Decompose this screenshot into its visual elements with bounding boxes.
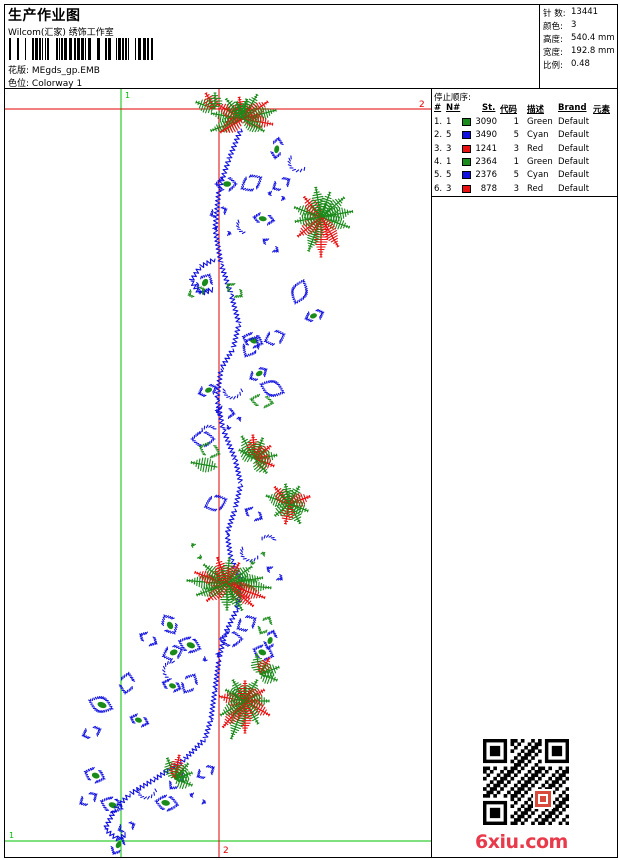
stop-sequence-row: 3. 3 1241 3 Red Default bbox=[432, 144, 617, 156]
embroidery-preview: 1 1 2 2 bbox=[5, 89, 431, 857]
page-title: 生产作业图 bbox=[8, 8, 81, 24]
row-index: 3. bbox=[434, 143, 443, 154]
row-needle: 3 bbox=[446, 143, 452, 154]
color-swatch-icon bbox=[462, 157, 471, 166]
colorway-label: 色位: bbox=[8, 79, 30, 89]
color-swatch-icon bbox=[462, 118, 471, 126]
stop-sequence-row: 5. 5 2376 5 Cyan Default bbox=[432, 170, 617, 182]
qr-code-icon bbox=[483, 739, 569, 825]
stop-sequence-row: 4. 1 2364 1 Green Default bbox=[432, 157, 617, 169]
row-code: 3 bbox=[513, 143, 519, 154]
row-index: 4. bbox=[434, 156, 443, 167]
row-code: 5 bbox=[513, 130, 519, 141]
colorway: 色位: Colorway 1 bbox=[8, 76, 82, 89]
stop-sequence-panel: 停止顺序: # N# St. 代码 描述 Brand 元素 1. 1 3090 1 Gr… bbox=[432, 89, 617, 197]
row-index: 2. bbox=[434, 130, 443, 141]
guide-label-green-top: 1 bbox=[125, 91, 130, 100]
row-stitches: 2376 bbox=[475, 170, 497, 181]
row-needle: 5 bbox=[446, 170, 452, 181]
stat-width: 宽度: 192.8 mm bbox=[543, 46, 615, 58]
row-brand: Default bbox=[558, 143, 590, 154]
col-brand: Brand bbox=[558, 103, 587, 113]
row-description: Red bbox=[527, 183, 544, 194]
design-stats: 针 数: 13441 颜色: 3 高度: 540.4 mm 宽度: 192.8 mm 比… bbox=[540, 5, 617, 89]
stop-sequence-title: 停止顺序: bbox=[434, 93, 471, 103]
row-description: Red bbox=[527, 143, 544, 154]
row-index: 5. bbox=[434, 170, 443, 181]
stop-sequence-row: 2. 5 3490 5 Cyan Default bbox=[432, 130, 617, 142]
stat-stitches: 针 数: 13441 bbox=[543, 7, 599, 19]
guide-label-red-bottom: 2 bbox=[223, 846, 229, 856]
col-stitches: St. bbox=[482, 103, 496, 113]
row-brand: Default bbox=[558, 156, 590, 167]
row-description: Cyan bbox=[527, 130, 549, 141]
row-index: 1. bbox=[434, 117, 443, 127]
embroidery-design-area: 1 1 2 2 bbox=[5, 89, 432, 857]
row-code: 5 bbox=[513, 170, 519, 181]
barcode-icon bbox=[9, 38, 153, 60]
stop-sequence-header: # N# St. 代码 描述 Brand 元素 bbox=[432, 103, 617, 115]
col-element: 元素 bbox=[593, 105, 611, 115]
stop-sequence-row: 1. 1 3090 1 Green Default bbox=[432, 117, 617, 129]
guide-label-green-left: 1 bbox=[9, 831, 14, 840]
pattern-name: 花版: MEgds_gp.EMB bbox=[8, 63, 100, 76]
row-stitches: 1241 bbox=[475, 143, 497, 154]
row-needle: 3 bbox=[446, 183, 452, 194]
row-index: 6. bbox=[434, 183, 443, 194]
guide-label-red-right: 2 bbox=[419, 100, 425, 110]
row-brand: Default bbox=[558, 117, 590, 127]
stat-scale: 比例: 0.48 bbox=[543, 59, 590, 71]
col-code: 代码 bbox=[500, 105, 518, 115]
row-stitches: 3090 bbox=[475, 117, 497, 127]
pattern-value: MEgds_gp.EMB bbox=[31, 66, 100, 76]
color-swatch-icon bbox=[462, 131, 471, 140]
row-description: Green bbox=[527, 156, 553, 167]
row-description: Cyan bbox=[527, 170, 549, 181]
stop-sequence-row: 6. 3 878 3 Red Default bbox=[432, 184, 617, 196]
row-description: Green bbox=[527, 117, 553, 127]
stat-colors: 颜色: 3 bbox=[543, 20, 577, 32]
company-name: Wilcom(汇家) 绣饰工作室 bbox=[8, 28, 114, 38]
row-stitches: 878 bbox=[480, 183, 497, 194]
col-index: # bbox=[434, 103, 442, 113]
row-code: 1 bbox=[513, 117, 519, 127]
color-swatch-icon bbox=[462, 144, 471, 153]
watermark-logo: 6xiu.com bbox=[475, 831, 568, 853]
row-brand: Default bbox=[558, 170, 590, 181]
row-stitches: 2364 bbox=[475, 156, 497, 167]
row-needle: 1 bbox=[446, 156, 452, 167]
stat-height: 高度: 540.4 mm bbox=[543, 33, 615, 45]
color-swatch-icon bbox=[462, 184, 471, 193]
row-stitches: 3490 bbox=[475, 130, 497, 141]
col-description: 描述 bbox=[527, 105, 545, 115]
row-code: 1 bbox=[513, 156, 519, 167]
row-brand: Default bbox=[558, 183, 590, 194]
row-needle: 1 bbox=[446, 117, 452, 127]
row-code: 3 bbox=[513, 183, 519, 194]
row-needle: 5 bbox=[446, 130, 452, 141]
col-needle: N# bbox=[446, 103, 461, 113]
colorway-value: Colorway 1 bbox=[31, 79, 83, 89]
row-brand: Default bbox=[558, 130, 590, 141]
production-sheet: 生产作业图 Wilcom(汇家) 绣饰工作室 花版: MEgds_gp.EMB … bbox=[4, 4, 618, 858]
pattern-label: 花版: bbox=[8, 66, 30, 76]
header-info: 生产作业图 Wilcom(汇家) 绣饰工作室 花版: MEgds_gp.EMB … bbox=[5, 5, 540, 89]
color-swatch-icon bbox=[462, 171, 471, 180]
